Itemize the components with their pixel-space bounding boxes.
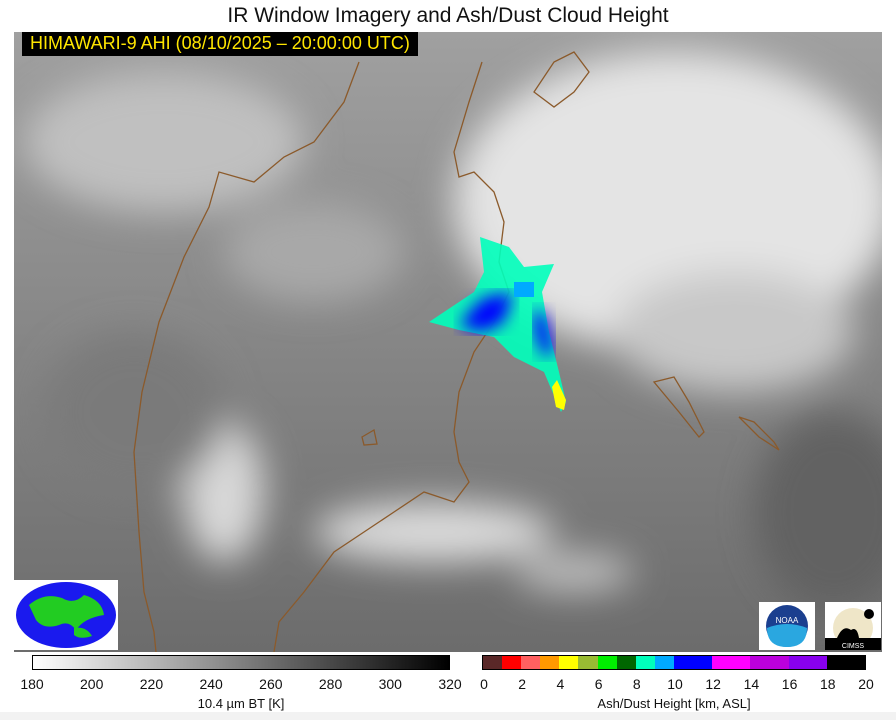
ash-tick-label: 4: [556, 676, 565, 692]
cloud-fields: [24, 52, 882, 612]
bt-tick-label: 300: [378, 676, 402, 692]
ash-tick-label: 0: [480, 676, 488, 692]
bt-tick-label: 180: [20, 676, 44, 692]
ash-tick-label: 16: [781, 676, 798, 692]
bottom-strip: [0, 712, 896, 720]
ash-color-segment: [521, 656, 541, 669]
ash-tick-label: 18: [820, 676, 836, 692]
ash-color-segment: [788, 656, 827, 669]
ash-plume: [429, 237, 566, 412]
bt-tick-label: 240: [199, 676, 223, 692]
ash-color-segment: [673, 656, 713, 669]
ash-color-segment: [635, 656, 655, 669]
bt-tick-label: 280: [318, 676, 343, 692]
coastlines: [133, 51, 780, 652]
bt-colorbar: [32, 655, 450, 670]
ash-color-segment: [559, 656, 579, 669]
ash-tick-label: 6: [594, 676, 603, 692]
ash-color-segment: [750, 656, 789, 669]
page-title: IR Window Imagery and Ash/Dust Cloud Hei…: [227, 4, 669, 27]
ash-tick-label: 20: [858, 676, 874, 692]
bt-tick-label: 200: [80, 676, 104, 692]
imagery-layer: [14, 32, 882, 652]
ash-height-colorbar: [482, 655, 866, 670]
ash-tick-label: 12: [705, 676, 721, 692]
ash-color-segment: [712, 656, 751, 669]
ash-color-segment: [616, 656, 636, 669]
noaa-logo: NOAA: [759, 602, 815, 650]
cimss-logo: CIMSS: [825, 602, 881, 650]
ash-tick-label: 14: [743, 676, 760, 692]
bt-tick-label: 320: [438, 676, 462, 692]
ash-colorbar-label: Ash/Dust Height [km, ASL]: [597, 696, 751, 711]
ash-tick-label: 10: [667, 676, 683, 692]
ash-color-segment: [502, 656, 522, 669]
ash-color-segment: [540, 656, 560, 669]
timestamp-label: HIMAWARI-9 AHI (08/10/2025 – 20:00:00 UT…: [22, 32, 418, 56]
bt-colorbar-label: 10.4 µm BT [K]: [197, 696, 285, 711]
ash-color-segment: [597, 656, 617, 669]
ash-color-segment: [578, 656, 598, 669]
ash-color-segment: [826, 656, 865, 669]
ash-color-segment: [654, 656, 674, 669]
bt-tick-label: 220: [139, 676, 164, 692]
cimss-text: CIMSS: [842, 643, 865, 650]
ash-color-segment: [483, 656, 503, 669]
bt-tick-label: 260: [259, 676, 283, 692]
ash-tick-label: 2: [518, 676, 527, 692]
globe-thumbnail: [14, 580, 118, 650]
ash-tick-label: 8: [632, 676, 641, 692]
satellite-image: [14, 32, 882, 652]
noaa-text: NOAA: [776, 616, 799, 625]
